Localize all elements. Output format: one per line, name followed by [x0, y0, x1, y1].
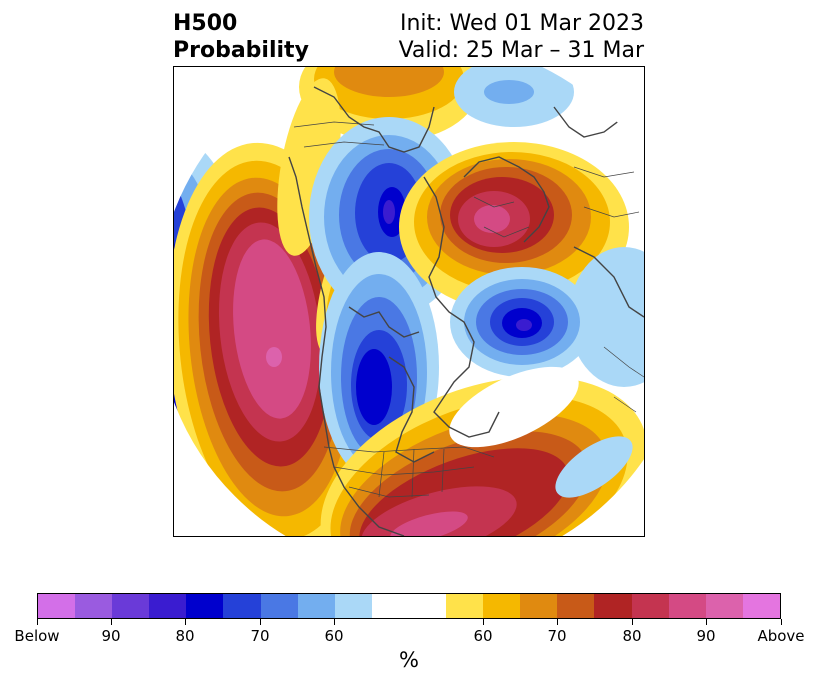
asian-low-edge [569, 247, 644, 387]
atlantic-low-edge [555, 436, 633, 498]
colorbar-tick-label: 80 [622, 627, 642, 645]
colorbar-tick-label: 60 [324, 627, 344, 645]
colorbar-cell [594, 594, 632, 618]
product-title: Probability [173, 38, 309, 63]
colorbar-cell [75, 594, 113, 618]
colorbar-tick [557, 619, 558, 625]
colorbar-tick [781, 619, 782, 625]
colorbar-cell [38, 594, 76, 618]
colorbar-cell [408, 594, 447, 618]
border-lines [293, 121, 644, 498]
asian-low [450, 267, 594, 377]
colorbar-unit: % [399, 648, 419, 672]
variable-title: H500 [173, 11, 238, 36]
colorbar-tick [37, 619, 38, 625]
colorbar-tick [260, 619, 261, 625]
colorbar-tick-label: 80 [175, 627, 195, 645]
west-pacific-high [174, 142, 381, 536]
colorbar-cell [223, 594, 261, 618]
colorbar-tick [111, 619, 112, 625]
init-date: Init: Wed 01 Mar 2023 [399, 11, 644, 36]
colorbar-cell [520, 594, 558, 618]
arctic-low-edge [454, 67, 574, 127]
valid-range: Valid: 25 Mar – 31 Mar [398, 38, 644, 63]
colorbar-cell [557, 594, 595, 618]
colorbar-tick [706, 619, 707, 625]
coastlines [288, 86, 644, 536]
colorbar-cell [631, 594, 669, 618]
chart-title: H500 Probability [173, 10, 309, 64]
date-info: Init: Wed 01 Mar 2023 Valid: 25 Mar – 31… [399, 10, 644, 64]
colorbar-cell [705, 594, 743, 618]
colorbar-tick [483, 619, 484, 625]
colorbar-cell [742, 594, 780, 618]
colorbar-cell [483, 594, 521, 618]
colorbar-cell [260, 594, 298, 618]
map-frame [173, 66, 645, 537]
north-atlantic-high [399, 142, 629, 312]
colorbar-tick-label: 70 [250, 627, 270, 645]
colorbar-cell [334, 594, 372, 618]
colorbar-tick [185, 619, 186, 625]
colorbar-cell [186, 594, 224, 618]
colorbar-tick-label: 90 [696, 627, 716, 645]
polar-map [174, 67, 644, 536]
colorbar-cell [446, 594, 484, 618]
probability-field [174, 67, 644, 536]
canada-low [319, 252, 439, 482]
colorbar-tick-label: 60 [473, 627, 493, 645]
arctic-low [309, 117, 469, 317]
colorbar-cell [297, 594, 335, 618]
colorbar-cell [668, 594, 706, 618]
colorbar-tick [632, 619, 633, 625]
colorbar-tick-label: 70 [547, 627, 567, 645]
colorbar-tick-label: 90 [101, 627, 121, 645]
colorbar-cell [112, 594, 150, 618]
colorbar-cell [371, 594, 409, 618]
colorbar-tick-label: Below [14, 627, 60, 645]
colorbar-tick [334, 619, 335, 625]
colorbar-tick-label: Above [757, 627, 805, 645]
colorbar-cell [149, 594, 187, 618]
colorbar [37, 593, 781, 619]
